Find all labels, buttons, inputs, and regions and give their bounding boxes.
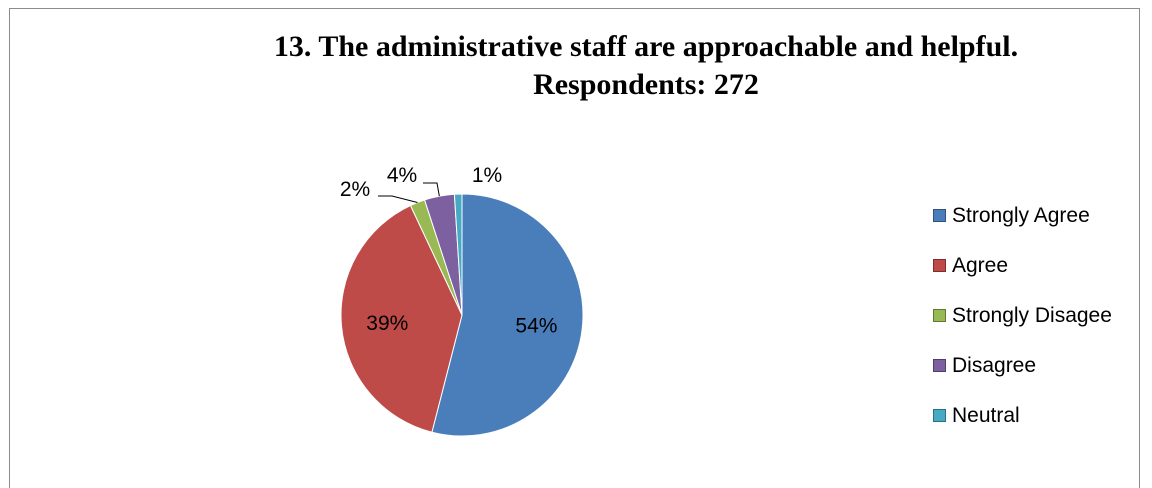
legend-item-strongly-agree: Strongly Agree [933, 203, 1112, 228]
legend-label: Agree [952, 253, 1009, 277]
legend-swatch [933, 209, 946, 222]
legend-swatch [933, 259, 946, 272]
legend-label: Strongly Agree [952, 203, 1090, 227]
chart-title: 13. The administrative staff are approac… [273, 30, 1019, 63]
chart-frame [9, 8, 1140, 488]
legend-swatch [933, 359, 946, 372]
pie-slice-strongly-agree [431, 193, 584, 437]
legend-item-agree: Agree [933, 253, 1112, 278]
data-label-strongly-disagee: 2% [340, 178, 370, 201]
legend: Strongly Agree Agree Strongly Disagee Di… [933, 203, 1112, 453]
legend-swatch [933, 409, 946, 422]
data-label-strongly-agree: 54% [515, 314, 557, 337]
data-label-neutral: 1% [472, 164, 502, 187]
pie-slice-neutral [453, 193, 463, 316]
chart-subtitle: Respondents: 272 [533, 68, 759, 101]
chart-title-block: 13. The administrative staff are approac… [0, 28, 1152, 104]
legend-item-neutral: Neutral [933, 403, 1112, 428]
legend-swatch [933, 309, 946, 322]
legend-label: Neutral [952, 403, 1020, 427]
pie-slice-agree [340, 204, 463, 433]
legend-label: Strongly Disagee [952, 303, 1112, 327]
legend-item-disagree: Disagree [933, 353, 1112, 378]
data-label-disagree: 4% [387, 164, 417, 187]
leader-line-disagree [423, 182, 440, 197]
leader-line-strongly-disagee [378, 195, 418, 203]
legend-item-strongly-disagee: Strongly Disagee [933, 303, 1112, 328]
legend-label: Disagree [952, 353, 1037, 377]
data-label-agree: 39% [366, 312, 408, 335]
